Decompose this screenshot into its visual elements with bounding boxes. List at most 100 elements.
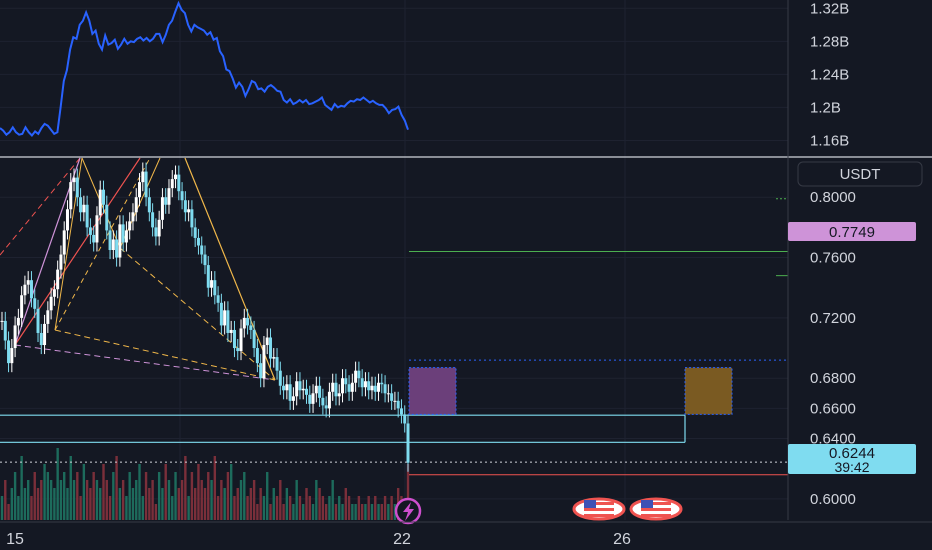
volume-bar bbox=[203, 488, 207, 520]
candle-body bbox=[236, 348, 240, 352]
candle-body bbox=[75, 177, 79, 198]
candle-body bbox=[72, 177, 76, 183]
candle-body bbox=[252, 329, 256, 349]
candle-body bbox=[321, 397, 325, 406]
red-trend-line[interactable] bbox=[14, 157, 141, 346]
volume-bar bbox=[10, 488, 14, 520]
price-pane[interactable] bbox=[0, 157, 788, 520]
market-cap-tick-label: 1.2B bbox=[810, 99, 841, 116]
volume-bar bbox=[266, 472, 269, 520]
volume-bar bbox=[59, 480, 63, 520]
candle-body bbox=[200, 245, 204, 255]
volume-bar bbox=[56, 448, 59, 520]
market-cap-pane[interactable] bbox=[0, 0, 788, 141]
volume-bar bbox=[246, 496, 249, 520]
candle-body bbox=[229, 329, 233, 333]
candle-body bbox=[386, 393, 390, 395]
us-flag-event-icon-2[interactable] bbox=[629, 497, 683, 521]
orange-line-d[interactable] bbox=[184, 157, 276, 381]
price-axis[interactable]: 1.32B 1.28B 1.24B 1.2B 1.16B 0.8000 0.7600 0.7… bbox=[787, 0, 923, 520]
candle-body bbox=[16, 317, 20, 326]
candle-body bbox=[213, 280, 217, 296]
highlight-price-tag: 0.7749 bbox=[788, 222, 916, 241]
volume-bar bbox=[138, 464, 141, 520]
candle-body bbox=[403, 414, 407, 424]
volume-bar bbox=[292, 504, 295, 520]
volume-bar bbox=[79, 496, 82, 520]
volume-bar bbox=[331, 480, 334, 520]
candle-body bbox=[344, 378, 348, 385]
candle-body bbox=[108, 230, 112, 251]
time-axis[interactable]: 15 22 26 bbox=[0, 521, 932, 548]
volume-bar bbox=[360, 504, 364, 520]
volume-bar bbox=[308, 496, 311, 520]
candle-body bbox=[370, 385, 374, 391]
volume-bar bbox=[341, 504, 344, 520]
volume-bar bbox=[288, 496, 292, 520]
volume-bar bbox=[135, 480, 138, 520]
volume-bar bbox=[207, 472, 210, 520]
candle-body bbox=[154, 227, 158, 237]
currency-button[interactable]: USDT bbox=[797, 161, 923, 187]
candle-body bbox=[69, 182, 73, 210]
candle-body bbox=[124, 230, 128, 243]
market-cap-tick-label: 1.32B bbox=[810, 0, 849, 17]
volume-bar bbox=[200, 480, 203, 520]
volume-bar bbox=[69, 456, 72, 520]
candle-body bbox=[157, 219, 161, 237]
volume-bar bbox=[406, 464, 410, 520]
candle-body bbox=[278, 370, 282, 386]
us-flag-event-icon[interactable] bbox=[572, 497, 626, 521]
volume-bar bbox=[184, 456, 187, 520]
volume-bar bbox=[272, 488, 275, 520]
price-levels[interactable] bbox=[0, 198, 788, 476]
price-tick-label: 0.6600 bbox=[810, 400, 856, 417]
highlight-price-label: 0.7749 bbox=[829, 224, 875, 241]
orange-zone-box[interactable] bbox=[684, 367, 733, 415]
candle-body bbox=[52, 289, 56, 297]
volume-bar bbox=[148, 488, 151, 520]
candle-body bbox=[350, 382, 354, 392]
purple-zone-box[interactable] bbox=[408, 367, 457, 415]
volume-bar bbox=[364, 504, 367, 520]
orange-dashed-line-1[interactable] bbox=[54, 329, 276, 381]
candle-body bbox=[131, 212, 135, 222]
candle-body bbox=[193, 227, 197, 238]
volume-bar bbox=[210, 480, 213, 520]
candle-body bbox=[128, 221, 132, 231]
candle-body bbox=[262, 345, 266, 379]
volume-bar bbox=[33, 472, 36, 520]
candle-body bbox=[327, 391, 331, 409]
volume-bar bbox=[243, 472, 246, 520]
candle-body bbox=[95, 215, 99, 243]
candle-body bbox=[23, 284, 27, 296]
candle-body bbox=[138, 182, 142, 198]
candle-body bbox=[49, 296, 53, 311]
purple-dashed-line[interactable] bbox=[14, 344, 276, 381]
volume-bar bbox=[354, 504, 357, 520]
candle-body bbox=[196, 237, 200, 246]
candle-body bbox=[147, 197, 151, 213]
volume-bar bbox=[387, 504, 390, 520]
position-zones[interactable] bbox=[408, 367, 733, 415]
volume-bar bbox=[390, 496, 393, 520]
volume-bar bbox=[344, 488, 347, 520]
candle-body bbox=[151, 212, 155, 228]
candle-body bbox=[259, 363, 263, 379]
orange-dashed-line-2[interactable] bbox=[119, 247, 276, 381]
volume-bar bbox=[118, 488, 122, 520]
lightning-event-icon[interactable] bbox=[394, 497, 422, 525]
candle-body bbox=[59, 254, 63, 270]
red-dashed-line[interactable] bbox=[0, 157, 81, 256]
candle-body bbox=[105, 204, 109, 231]
orange-dashed-line-3[interactable] bbox=[54, 157, 151, 331]
price-tick-label: 0.8000 bbox=[810, 189, 856, 206]
price-tick-label: 0.6000 bbox=[810, 491, 856, 508]
candle-body bbox=[396, 400, 400, 409]
candle-body bbox=[33, 298, 37, 309]
candle-body bbox=[390, 393, 394, 401]
purple-trend-line[interactable] bbox=[14, 157, 81, 346]
volume-bar bbox=[262, 496, 266, 520]
volume-bar bbox=[125, 496, 128, 520]
